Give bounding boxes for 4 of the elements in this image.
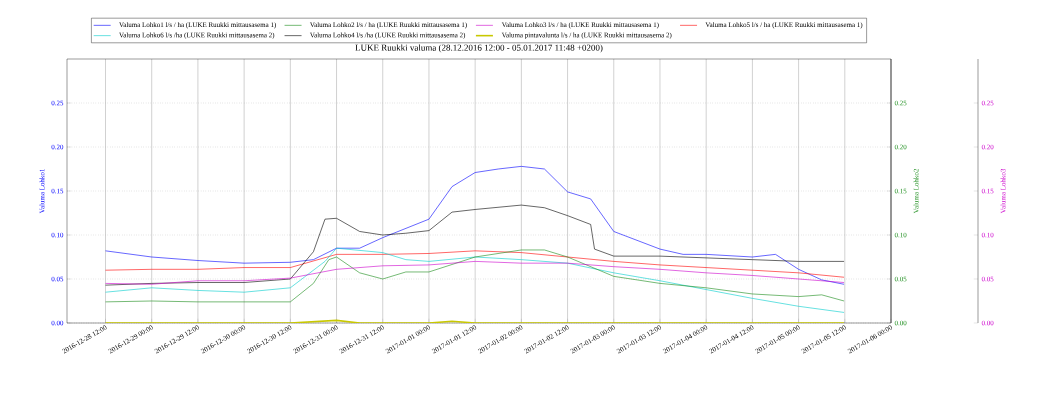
line-series: [105, 204, 845, 286]
line-series: [105, 247, 845, 313]
chart-title: LUKE Ruukki valuma (28.12.2016 12:00 - 05.01.2017 11:48 +0200): [355, 44, 603, 53]
line-series: [105, 261, 845, 285]
